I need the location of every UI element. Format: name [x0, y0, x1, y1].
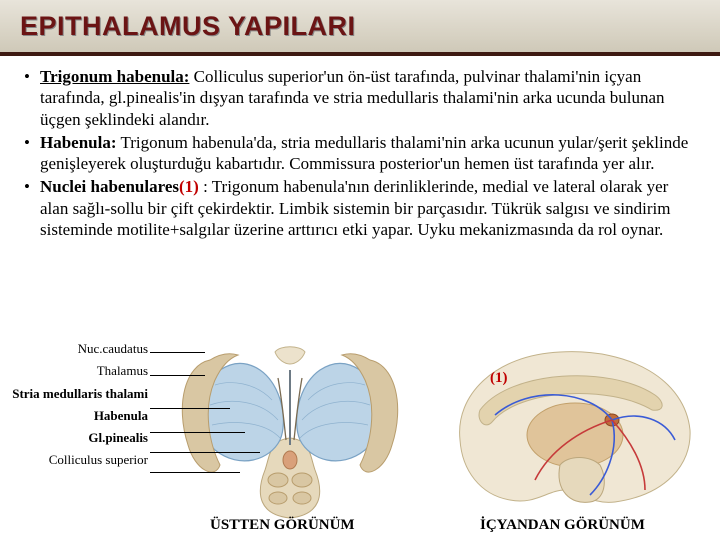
term: Trigonum habenula: — [40, 67, 189, 86]
leader-line — [150, 472, 240, 473]
label: Colliculus superior — [8, 453, 148, 467]
leader-line — [150, 352, 205, 353]
leader-line — [150, 375, 205, 376]
bullet-item: Trigonum habenula: Colliculus superior'u… — [22, 66, 698, 130]
caption-left: ÜSTTEN GÖRÜNÜM — [210, 517, 355, 534]
label: Thalamus — [8, 364, 148, 378]
term: Nuclei habenulares — [40, 177, 179, 196]
label: Habenula — [8, 409, 148, 423]
figure-medial-view — [440, 340, 700, 515]
figure-superior-view — [160, 330, 420, 525]
bullet-item: Habenula: Trigonum habenula'da, stria me… — [22, 132, 698, 175]
num-ref: (1) — [179, 177, 199, 196]
page-title: EPITHALAMUS YAPILARI — [20, 11, 356, 42]
leader-line — [150, 432, 245, 433]
bullet-list: Trigonum habenula: Colliculus superior'u… — [0, 56, 720, 240]
marker-ref: (1) — [490, 370, 508, 387]
figure-area: Nuc.caudatus Thalamus Stria medullaris t… — [0, 330, 720, 540]
leader-line — [150, 452, 260, 453]
bullet-text: Trigonum habenula'da, stria medullaris t… — [40, 133, 688, 173]
label: Gl.pinealis — [8, 431, 148, 445]
label: Nuc.caudatus — [8, 342, 148, 356]
after-num: : — [199, 177, 212, 196]
leader-line — [150, 408, 230, 409]
label: Stria medullaris thalami — [8, 387, 148, 401]
bullet-item: Nuclei habenulares(1) : Trigonum habenul… — [22, 176, 698, 240]
title-bar: EPITHALAMUS YAPILARI — [0, 0, 720, 56]
figure-labels-left: Nuc.caudatus Thalamus Stria medullaris t… — [8, 342, 148, 476]
term: Habenula: — [40, 133, 117, 152]
caption-right: İÇYANDAN GÖRÜNÜM — [480, 517, 645, 534]
